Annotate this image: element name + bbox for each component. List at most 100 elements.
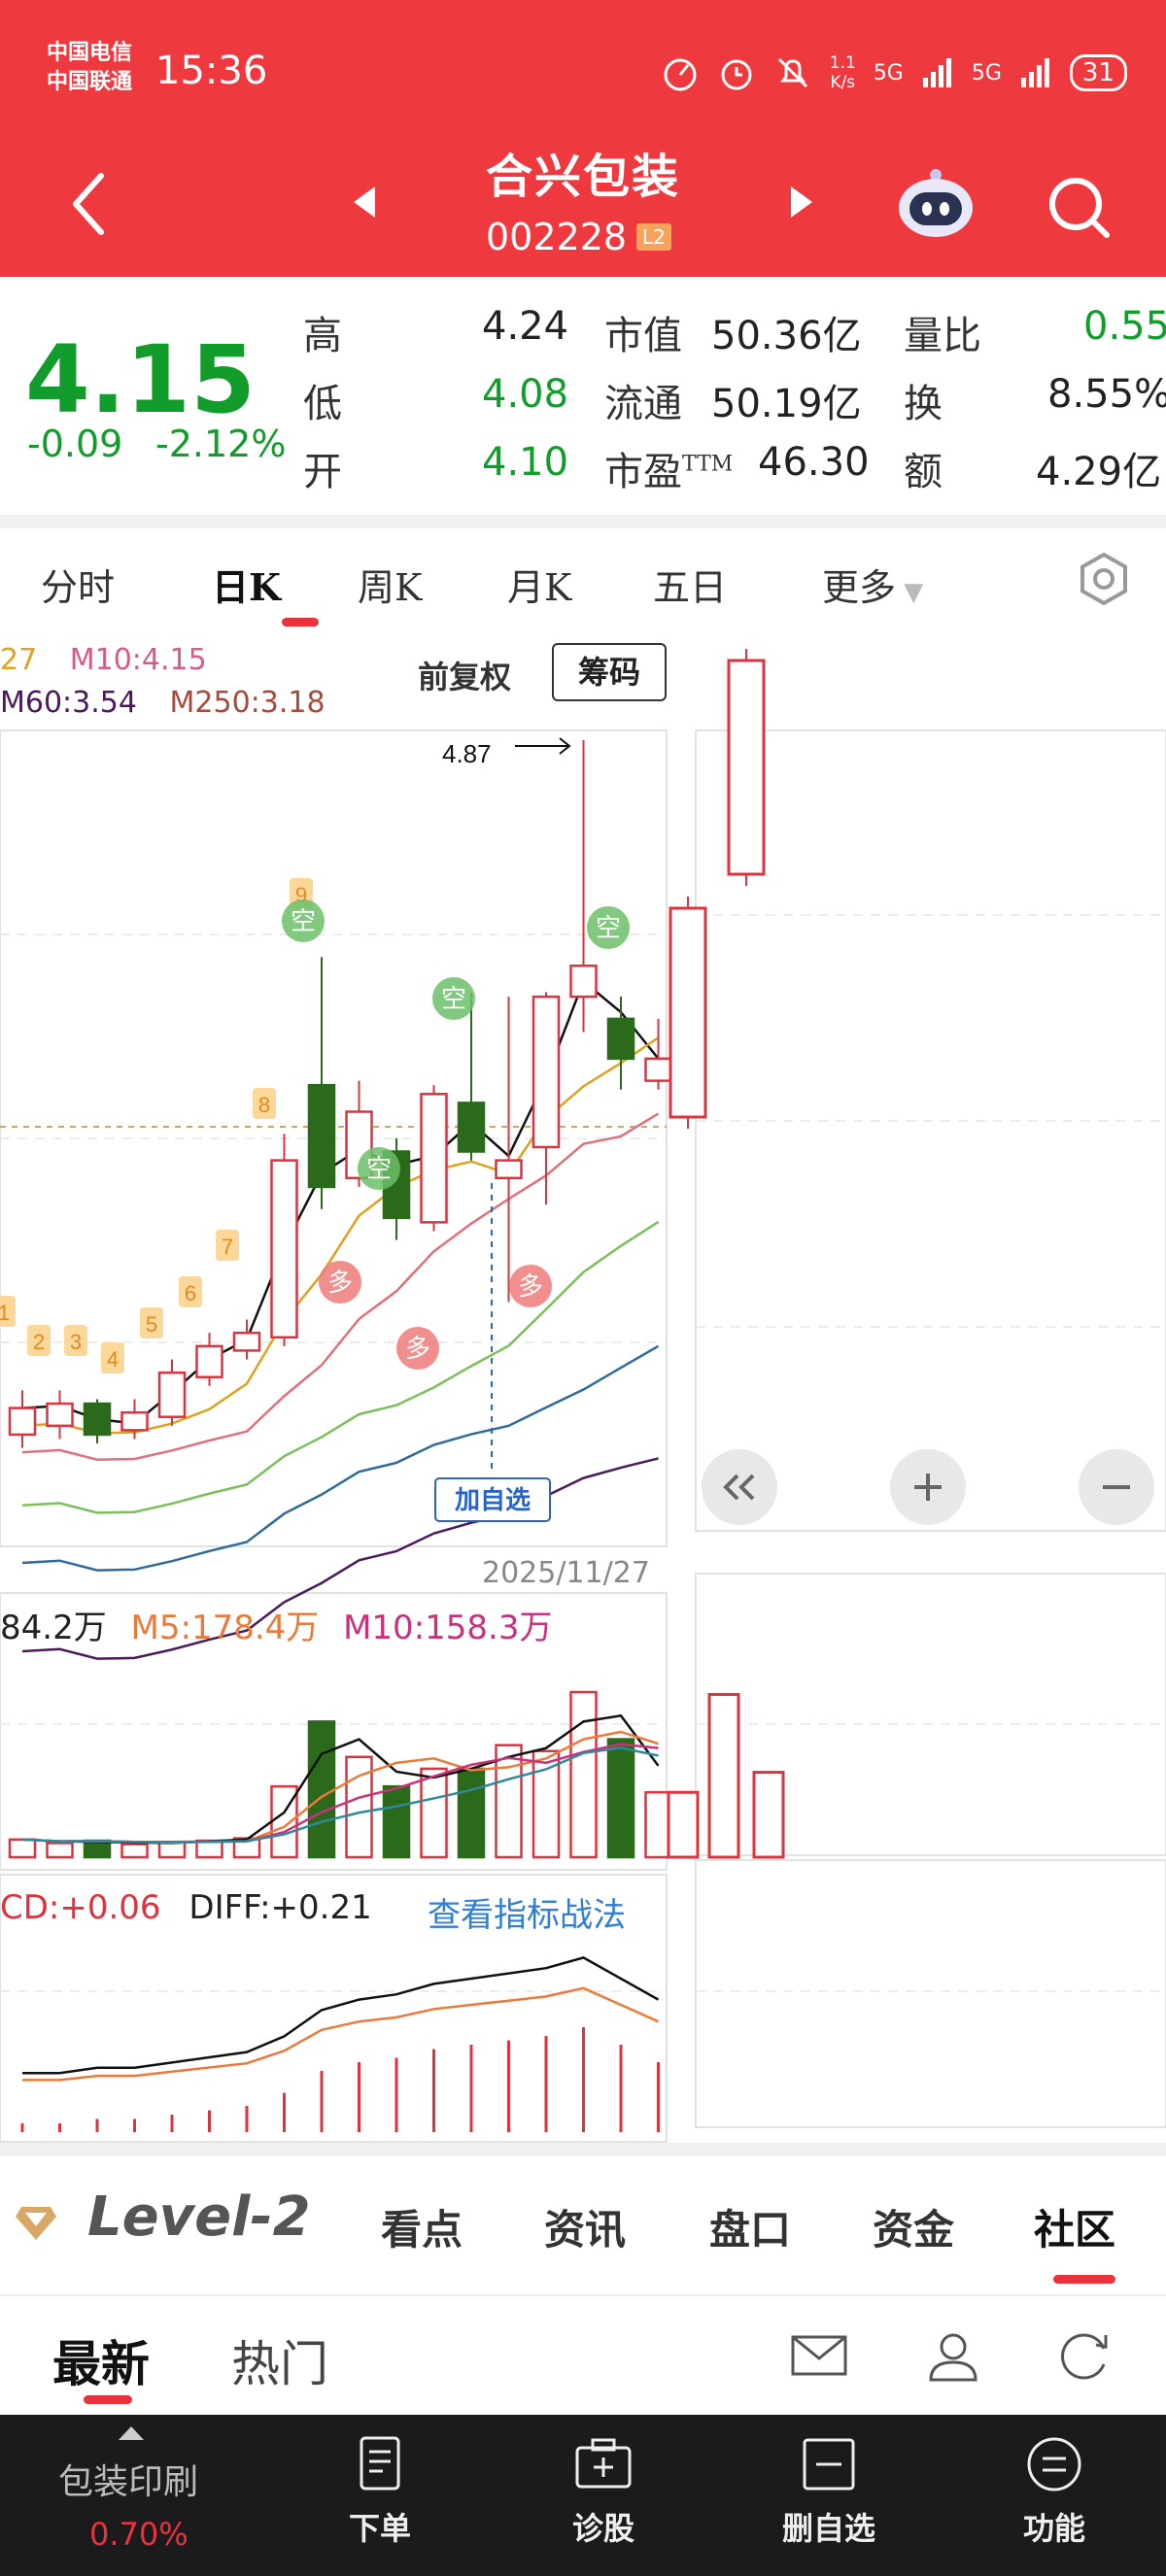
open-label: 开: [303, 450, 342, 494]
volume-bar: [8, 1838, 37, 1859]
signal-number: 5: [146, 1312, 157, 1337]
prev-stock-icon[interactable]: [350, 183, 379, 221]
indicator-strategy-link[interactable]: 查看指标战法: [428, 1896, 626, 1935]
turnover-label: 换: [904, 382, 943, 426]
candle-body: [495, 1159, 523, 1180]
candle-body: [120, 1410, 149, 1432]
candle-body: [727, 659, 766, 876]
signal-number-badge: [179, 1276, 202, 1307]
long-signal-bubble: [319, 1261, 361, 1304]
pe-ttm-tag: TTM: [682, 452, 734, 477]
tab-hot[interactable]: 热门: [231, 2336, 328, 2392]
tab-orderbook[interactable]: 盘口: [709, 2206, 792, 2254]
tab-community[interactable]: 社区: [1034, 2206, 1116, 2254]
pe-label: 市盈TTM: [604, 440, 733, 496]
candle-body: [644, 1057, 672, 1082]
volume-ma-lines: [21, 1713, 660, 1845]
long-signal-bubble: [509, 1265, 552, 1307]
ai-robot-icon[interactable]: [896, 165, 976, 243]
low-label: 低: [303, 382, 342, 426]
volume-bar: [46, 1842, 74, 1859]
tab-capital[interactable]: 资金: [873, 2206, 955, 2254]
sector-name[interactable]: 包装印刷: [58, 2462, 199, 2502]
order-button[interactable]: 下单: [317, 2434, 443, 2549]
chart-period-tabs: 分时 日K 周K 月K 五日 更多 ▼: [0, 528, 1166, 629]
scroll-left-button[interactable]: [702, 1449, 777, 1525]
mail-icon[interactable]: [789, 2325, 849, 2386]
volume-legend: 84.2万 M5:178.4万 M10:158.3万: [0, 1601, 552, 1648]
float-value: 50.19亿: [711, 382, 862, 426]
tab-monthly-k[interactable]: 月K: [507, 566, 572, 609]
tab-intraday[interactable]: 分时: [41, 566, 116, 609]
diagnose-button[interactable]: 诊股: [540, 2434, 667, 2549]
signal-number-badge: [101, 1342, 124, 1373]
signal-number-badge: [140, 1307, 163, 1339]
signal-number: 6: [185, 1281, 196, 1305]
carrier-2: 中国联通: [47, 70, 133, 94]
back-icon[interactable]: [68, 170, 107, 238]
tab-weekly-k[interactable]: 周K: [358, 566, 423, 609]
search-icon[interactable]: [1045, 173, 1113, 241]
signal-number: 1: [0, 1301, 10, 1325]
signal-number-badge: [216, 1230, 239, 1261]
next-stock-icon[interactable]: [787, 183, 816, 221]
future-candles: [669, 649, 766, 1129]
signal-number: 7: [222, 1235, 233, 1259]
remove-watch-button[interactable]: 删自选: [766, 2434, 892, 2549]
add-watch-tag[interactable]: 加自选: [455, 1485, 531, 1515]
volume-value: 84.2万: [0, 1609, 107, 1647]
user-icon[interactable]: [923, 2325, 983, 2386]
chart-settings-icon[interactable]: [1077, 552, 1131, 606]
diff-value: DIFF:+0.21: [189, 1888, 372, 1927]
short-signal-bubble: [282, 899, 325, 942]
volume-bar: [644, 1790, 672, 1859]
candle-body: [532, 995, 561, 1149]
price-change-pct: -2.12%: [155, 423, 287, 465]
adjust-mode-label[interactable]: 前复权: [418, 659, 512, 695]
refresh-icon[interactable]: [1053, 2325, 1114, 2386]
peak-arrow-icon: [515, 737, 571, 755]
candle-body: [157, 1371, 187, 1418]
tab-highlights[interactable]: 看点: [381, 2206, 463, 2254]
signal-bars-icon: [922, 58, 951, 87]
order-label: 下单: [348, 2510, 411, 2547]
tab-latest[interactable]: 最新: [52, 2336, 150, 2392]
battery-indicator: 31: [1069, 54, 1127, 91]
tab-news[interactable]: 资讯: [544, 2206, 627, 2254]
candle-body: [420, 1093, 448, 1224]
signal-number-badge: [0, 1296, 16, 1327]
candle-body: [606, 1017, 635, 1061]
long-signal-bubble: [396, 1327, 439, 1370]
tab-five-day[interactable]: 五日: [653, 566, 728, 609]
minus-icon: [1103, 1485, 1130, 1489]
signal-number: 2: [33, 1330, 45, 1354]
menu-circle-icon: [1027, 2437, 1081, 2491]
caret-up-icon[interactable]: [117, 2424, 146, 2442]
short-signal-bubble: [358, 1147, 400, 1190]
add-watch-tag-box[interactable]: [434, 1477, 551, 1522]
active-tab-indicator: [282, 618, 319, 627]
level2-tab[interactable]: Level-2: [87, 2186, 311, 2249]
ma10-line: [21, 1036, 660, 1435]
status-icons: 1.1 K/s 5G 5G 31: [661, 49, 1127, 97]
zoom-in-button[interactable]: [890, 1449, 966, 1525]
divider: [0, 2143, 1166, 2156]
short-signal: 空: [366, 1155, 392, 1184]
tab-daily-k[interactable]: 日K: [212, 565, 282, 609]
short-signal: 空: [596, 914, 621, 943]
candle-body: [569, 964, 598, 999]
tab-more[interactable]: 更多 ▼: [822, 558, 923, 611]
candle-body: [669, 906, 707, 1119]
high-value: 4.24: [482, 304, 569, 349]
volume-m10: M10:158.3万: [343, 1609, 553, 1647]
volume-bar: [495, 1744, 523, 1859]
mktcap-value: 50.36亿: [711, 314, 862, 358]
mktcap-label: 市值: [604, 314, 682, 358]
diamond-icon: [16, 2207, 56, 2240]
zoom-out-button[interactable]: [1079, 1449, 1154, 1525]
functions-button[interactable]: 功能: [991, 2434, 1117, 2549]
candle-body: [232, 1331, 261, 1352]
chip-distribution-button[interactable]: 筹码: [552, 643, 667, 701]
